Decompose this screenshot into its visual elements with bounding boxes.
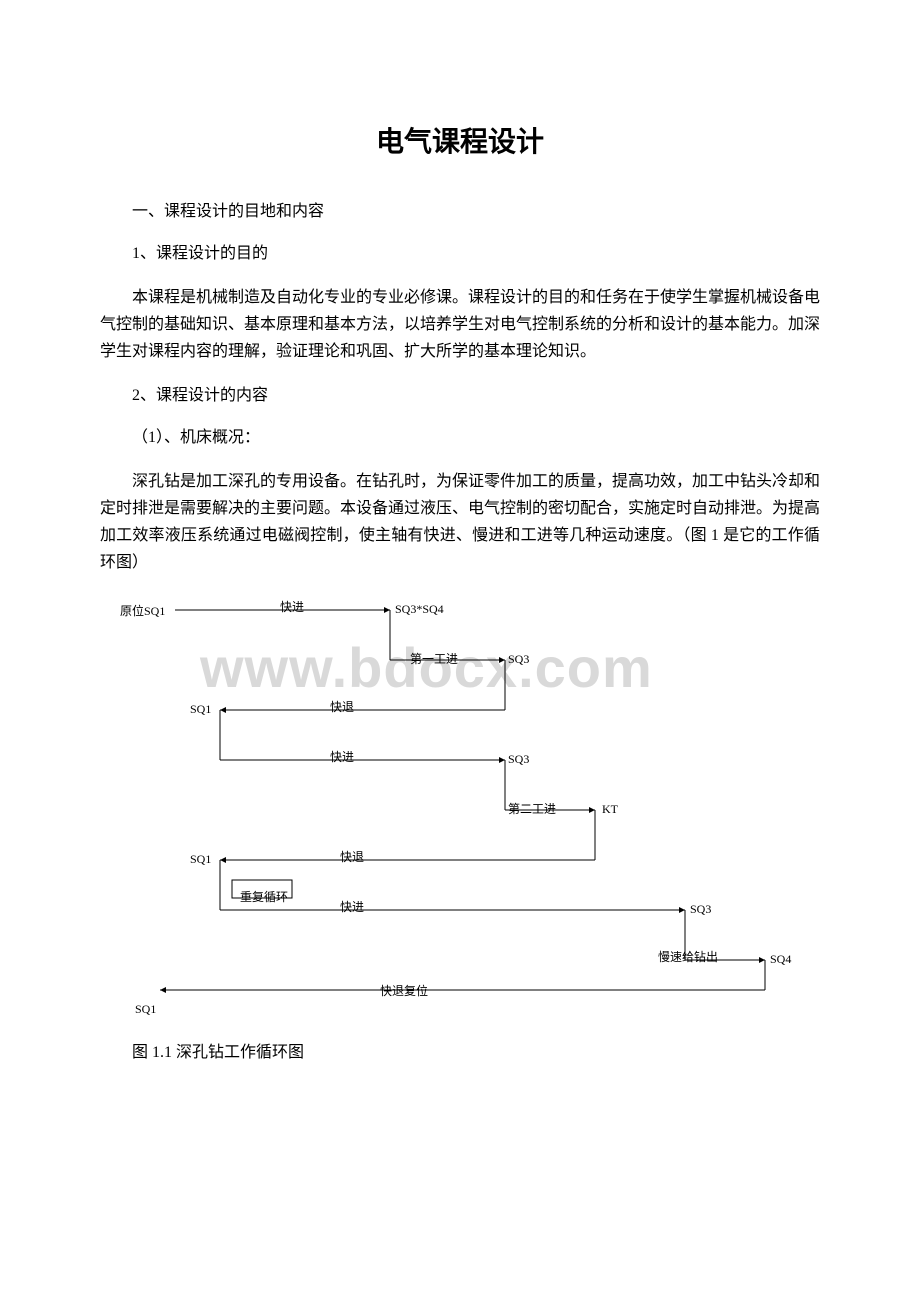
diagram-label: 原位SQ1 bbox=[120, 602, 165, 619]
diagram-label: KT bbox=[602, 802, 618, 817]
diagram-label: 快进 bbox=[330, 748, 354, 765]
diagram-label: 快进 bbox=[280, 598, 304, 615]
diagram-label: 快退复位 bbox=[380, 982, 428, 999]
figure-caption: 图 1.1 深孔钻工作循环图 bbox=[100, 1038, 820, 1062]
diagram-label: 第二工进 bbox=[508, 800, 556, 817]
diagram-label: 第一工进 bbox=[410, 650, 458, 667]
diagram-label: SQ3 bbox=[508, 752, 529, 767]
section-1-p1: 本课程是机械制造及自动化专业的专业必修课。课程设计的目的和任务在于使学生掌握机械… bbox=[100, 284, 820, 366]
cycle-diagram: www.bdocx.com 原位SQ1快进SQ3*SQ4第一工进SQ3SQ1快退… bbox=[120, 590, 820, 1020]
diagram-label: 快退 bbox=[330, 698, 354, 715]
diagram-label: SQ1 bbox=[190, 852, 211, 867]
section-1-heading: 一、课程设计的目地和内容 bbox=[100, 200, 820, 224]
diagram-label: SQ1 bbox=[190, 702, 211, 717]
document-title: 电气课程设计 bbox=[100, 120, 820, 160]
section-1-sub2-1: （1）、机床概况： bbox=[100, 426, 820, 450]
diagram-label: SQ3*SQ4 bbox=[395, 602, 444, 617]
diagram-label: 慢速给钻出 bbox=[658, 948, 718, 965]
diagram-label: SQ1 bbox=[135, 1002, 156, 1017]
diagram-label: SQ3 bbox=[508, 652, 529, 667]
document-page: 电气课程设计 一、课程设计的目地和内容 1、课程设计的目的 本课程是机械制造及自… bbox=[0, 0, 920, 1122]
diagram-label: SQ3 bbox=[690, 902, 711, 917]
diagram-label: 重复循环 bbox=[240, 888, 288, 905]
diagram-label: 快进 bbox=[340, 898, 364, 915]
section-1-sub1: 1、课程设计的目的 bbox=[100, 242, 820, 266]
section-1-p2: 深孔钻是加工深孔的专用设备。在钻孔时，为保证零件加工的质量，提高功效，加工中钻头… bbox=[100, 468, 820, 577]
diagram-label: 快退 bbox=[340, 848, 364, 865]
section-1-sub2: 2、课程设计的内容 bbox=[100, 384, 820, 408]
diagram-label: SQ4 bbox=[770, 952, 791, 967]
